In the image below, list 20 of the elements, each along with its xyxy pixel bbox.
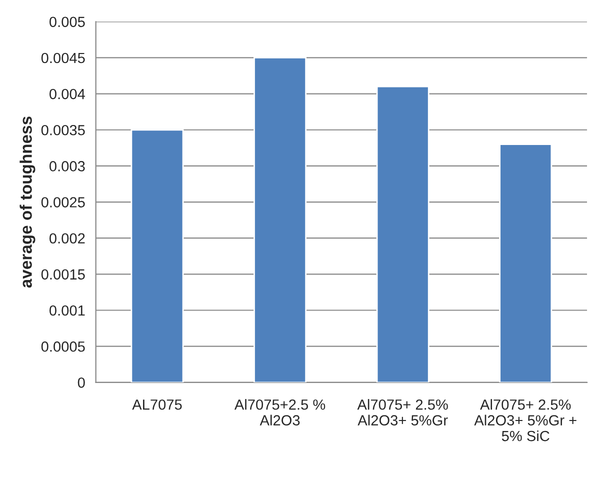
y-tick-label: 0.001: [50, 305, 85, 316]
bar: [254, 57, 307, 382]
y-tick-label: 0.0025: [41, 197, 85, 208]
bar: [130, 129, 184, 382]
y-tick-label: 0.0035: [41, 124, 85, 136]
x-tick-label: AL7075: [132, 399, 182, 410]
bar: [376, 86, 430, 382]
y-tick-label: 0.0045: [41, 52, 85, 64]
y-tick-label: 0.003: [50, 161, 85, 172]
x-tick-label: Al7075+2.5 % Al2O3: [234, 399, 326, 426]
y-tick-label: 0.004: [50, 88, 85, 100]
y-axis-title: average of toughness: [20, 116, 36, 288]
y-tick-label: 0.002: [50, 233, 85, 244]
x-tick-label: Al7075+ 2.5% Al2O3+ 5%Gr + 5% SiC: [474, 399, 576, 442]
y-tick-label: 0.0005: [41, 341, 85, 352]
y-tick-label: 0: [78, 377, 85, 388]
bar: [499, 144, 552, 382]
x-tick-label: Al7075+ 2.5% Al2O3+ 5%Gr: [357, 399, 448, 426]
y-tick-label: 0.0015: [41, 269, 85, 280]
y-tick-label: 0.005: [50, 16, 85, 28]
